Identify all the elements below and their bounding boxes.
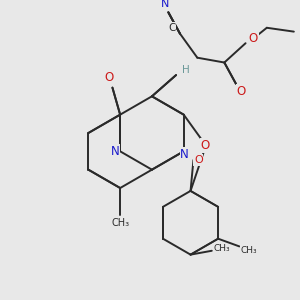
Text: C: C — [169, 23, 176, 33]
Text: O: O — [236, 85, 245, 98]
Text: N: N — [161, 0, 169, 9]
Text: CH₃: CH₃ — [241, 246, 257, 255]
Text: CH₃: CH₃ — [213, 244, 230, 253]
Text: O: O — [200, 139, 210, 152]
Text: H: H — [182, 65, 190, 75]
Text: N: N — [111, 145, 120, 158]
Text: O: O — [104, 71, 113, 85]
Text: O: O — [249, 32, 258, 45]
Text: N: N — [180, 148, 189, 161]
Text: O: O — [194, 155, 203, 165]
Text: CH₃: CH₃ — [111, 218, 129, 228]
